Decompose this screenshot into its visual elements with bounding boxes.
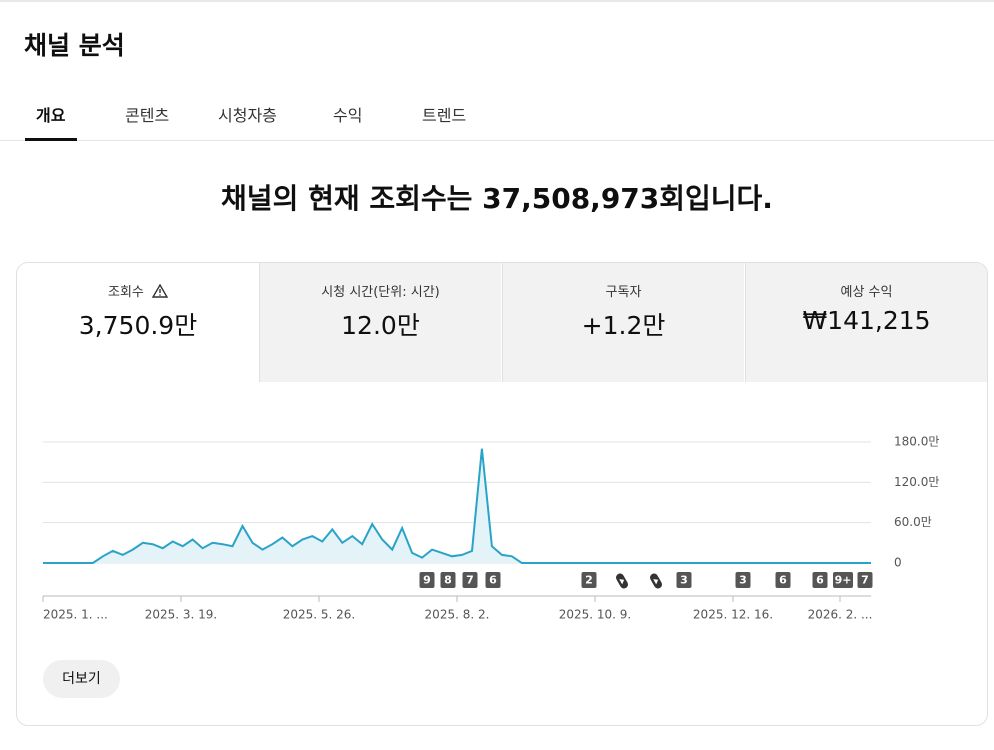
y-tick-label: 120.0만 bbox=[894, 475, 939, 489]
event-marker[interactable]: 6 bbox=[812, 572, 828, 588]
marker-label: 9 bbox=[423, 574, 431, 587]
event-marker[interactable]: 2 bbox=[581, 572, 597, 588]
event-marker[interactable]: 7 bbox=[857, 572, 873, 588]
marker-badge bbox=[676, 572, 692, 588]
event-marker[interactable]: 8 bbox=[440, 572, 456, 588]
marker-badge bbox=[581, 572, 597, 588]
marker-label: 6 bbox=[779, 574, 787, 587]
metric-card[interactable]: 구독자 +1.2만 bbox=[502, 263, 744, 382]
y-tick-label: 0 bbox=[894, 556, 902, 570]
metric-label: 조회수 bbox=[107, 285, 144, 300]
y-tick-label: 180.0만 bbox=[894, 435, 939, 449]
event-marker[interactable]: 3 bbox=[676, 572, 692, 588]
marker-badge bbox=[833, 572, 853, 588]
event-marker[interactable]: 9+ bbox=[833, 572, 853, 588]
marker-badge bbox=[857, 572, 873, 588]
marker-badge bbox=[735, 572, 751, 588]
metric-value: +1.2만 bbox=[581, 311, 666, 340]
headline: 채널의 현재 조회수는 37,508,973회입니다. bbox=[221, 182, 773, 215]
marker-label: 3 bbox=[680, 574, 688, 587]
shorts-icon bbox=[650, 573, 662, 589]
event-marker[interactable]: 9 bbox=[419, 572, 435, 588]
event-marker[interactable]: 6 bbox=[775, 572, 791, 588]
marker-label: 7 bbox=[861, 574, 869, 587]
marker-label: 9+ bbox=[835, 574, 852, 587]
metric-label: 예상 수익 bbox=[840, 285, 893, 300]
tab[interactable]: 콘텐츠 bbox=[125, 106, 170, 125]
tab-divider bbox=[0, 140, 994, 141]
metric-label: 시청 시간(단위: 시간) bbox=[321, 285, 440, 300]
marker-badge bbox=[440, 572, 456, 588]
shorts-icon bbox=[616, 573, 628, 589]
event-marker[interactable]: 7 bbox=[462, 572, 478, 588]
x-tick-label: 2025. 5. 26. bbox=[283, 608, 356, 622]
marker-label: 7 bbox=[466, 574, 474, 587]
marker-badge bbox=[419, 572, 435, 588]
marker-label: 6 bbox=[489, 574, 497, 587]
x-tick-label: 2025. 10. 9. bbox=[559, 608, 632, 622]
tab[interactable]: 트렌드 bbox=[422, 106, 467, 125]
event-marker[interactable]: 6 bbox=[485, 572, 501, 588]
tab[interactable]: 수익 bbox=[333, 106, 363, 125]
tab[interactable]: 시청자층 bbox=[218, 106, 277, 125]
warning-icon bbox=[151, 283, 169, 298]
x-tick-label: 2025. 3. 19. bbox=[145, 608, 218, 622]
marker-label: 6 bbox=[816, 574, 824, 587]
chart: 0 60.0만 120.0만 180.0만 2025. 1. ... 2025. 3. 1… bbox=[42, 435, 939, 622]
x-tick-label: 2025. 1. ... bbox=[43, 608, 108, 622]
metric-label: 구독자 bbox=[605, 285, 642, 300]
metric-value: ₩141,215 bbox=[802, 306, 931, 335]
metric-card[interactable]: 시청 시간(단위: 시간) 12.0만 bbox=[259, 263, 501, 382]
x-tick-label: 2025. 8. 2. bbox=[425, 608, 490, 622]
marker-label: 3 bbox=[739, 574, 747, 587]
page-title: 채널 분석 bbox=[24, 31, 125, 60]
metric-value: 3,750.9만 bbox=[78, 311, 198, 340]
x-tick-label: 2025. 12. 16. bbox=[693, 608, 773, 622]
metric-card[interactable]: 예상 수익 ₩141,215 bbox=[745, 263, 987, 382]
marker-badge bbox=[462, 572, 478, 588]
more-button[interactable]: 더보기 bbox=[43, 660, 120, 698]
overview-card: 조회수 3,750.9만 시청 시간(단위: 시간) 12.0만 구독자 +1.… bbox=[16, 262, 988, 726]
marker-badge bbox=[485, 572, 501, 588]
tab[interactable]: 개요 bbox=[36, 106, 66, 125]
marker-badge bbox=[812, 572, 828, 588]
metric-value: 12.0만 bbox=[341, 311, 420, 340]
marker-label: 8 bbox=[444, 574, 452, 587]
y-tick-label: 60.0만 bbox=[894, 515, 932, 529]
event-marker[interactable]: 3 bbox=[735, 572, 751, 588]
marker-label: 2 bbox=[585, 574, 593, 587]
metric-card[interactable]: 조회수 3,750.9만 bbox=[17, 263, 259, 382]
line bbox=[43, 448, 871, 564]
tab-indicator bbox=[25, 138, 77, 141]
x-tick-label: 2026. 2. ... bbox=[808, 608, 873, 622]
marker-badge bbox=[775, 572, 791, 588]
